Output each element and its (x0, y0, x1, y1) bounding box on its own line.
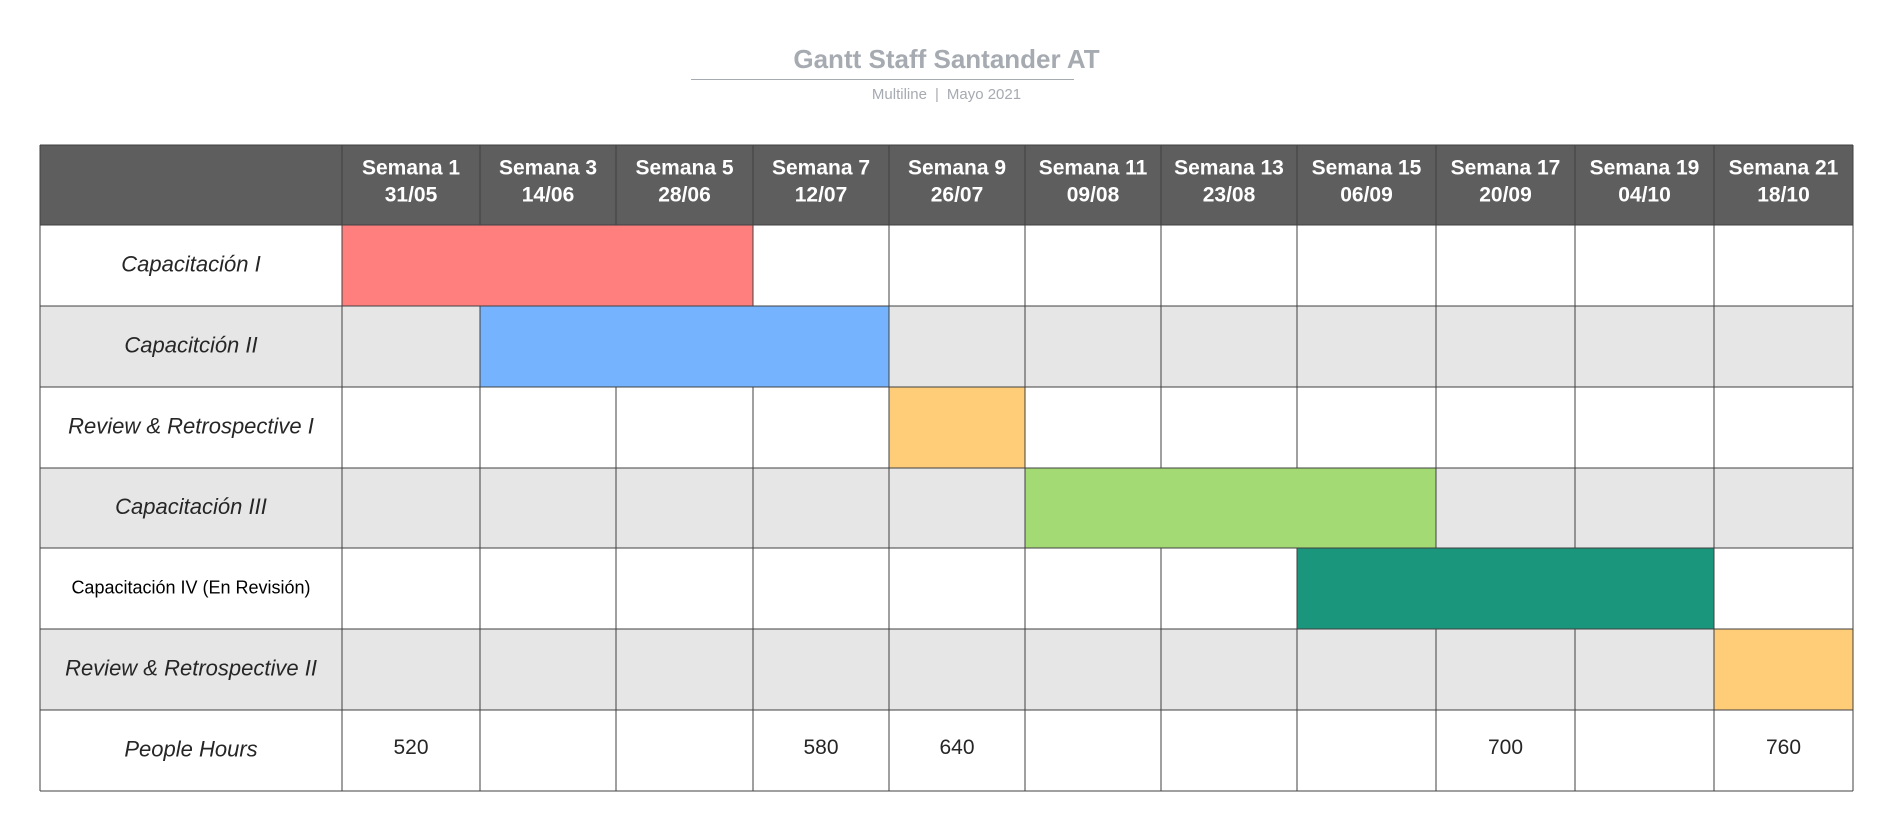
subtitle-date: Mayo 2021 (946, 86, 1022, 103)
column-week-label: Semana 19 (1590, 157, 1700, 180)
chart-title: Gantt Staff Santander AT (793, 44, 1100, 74)
column-date-label: 14/06 (522, 184, 575, 207)
column-date-label: 23/08 (1203, 184, 1256, 207)
row-background (40, 306, 1853, 387)
hours-value: 640 (939, 736, 974, 759)
column-week-label: Semana 1 (362, 157, 460, 180)
column-week-label: Semana 5 (635, 157, 733, 180)
column-week-label: Semana 3 (499, 157, 597, 180)
task-label: Capacitación IV (En Revisión) (71, 577, 310, 597)
task-label: Review & Retrospective I (68, 413, 314, 438)
task-bar (1025, 468, 1436, 548)
task-label: Capacitción II (124, 332, 257, 357)
column-date-label: 28/06 (658, 184, 711, 207)
hours-value: 520 (393, 736, 428, 759)
subtitle-project: Multiline (871, 86, 927, 103)
column-week-label: Semana 15 (1312, 157, 1422, 180)
task-bar (342, 225, 753, 306)
column-date-label: 31/05 (385, 184, 438, 207)
hours-value: 700 (1488, 736, 1523, 759)
column-week-label: Semana 9 (908, 157, 1006, 180)
column-week-label: Semana 13 (1174, 157, 1284, 180)
column-date-label: 04/10 (1618, 184, 1671, 207)
subtitle-separator: | (934, 86, 939, 103)
column-week-label: Semana 17 (1451, 157, 1561, 180)
hours-value: 580 (803, 736, 838, 759)
column-date-label: 09/08 (1067, 184, 1120, 207)
column-date-label: 06/09 (1340, 184, 1393, 207)
hours-value: 760 (1766, 736, 1801, 759)
column-date-label: 12/07 (795, 184, 848, 207)
task-label: Capacitación III (115, 494, 267, 519)
column-date-label: 18/10 (1757, 184, 1810, 207)
task-bar (1714, 629, 1853, 710)
title-underline (691, 79, 1074, 80)
task-bar (1297, 548, 1714, 629)
hours-row-label: People Hours (124, 736, 257, 761)
chart-title-block: Gantt Staff Santander AT (0, 44, 1893, 75)
column-week-label: Semana 7 (772, 157, 870, 180)
task-bar (889, 387, 1025, 468)
column-date-label: 20/09 (1479, 184, 1532, 207)
row-background (40, 225, 1853, 306)
task-label: Review & Retrospective II (65, 655, 317, 680)
chart-subtitle: Multiline | Mayo 2021 (0, 86, 1893, 103)
task-label: Capacitación I (121, 251, 260, 276)
column-week-label: Semana 21 (1729, 157, 1839, 180)
row-background (40, 468, 1853, 548)
column-date-label: 26/07 (931, 184, 984, 207)
column-week-label: Semana 11 (1039, 157, 1148, 180)
task-bar (480, 306, 889, 387)
